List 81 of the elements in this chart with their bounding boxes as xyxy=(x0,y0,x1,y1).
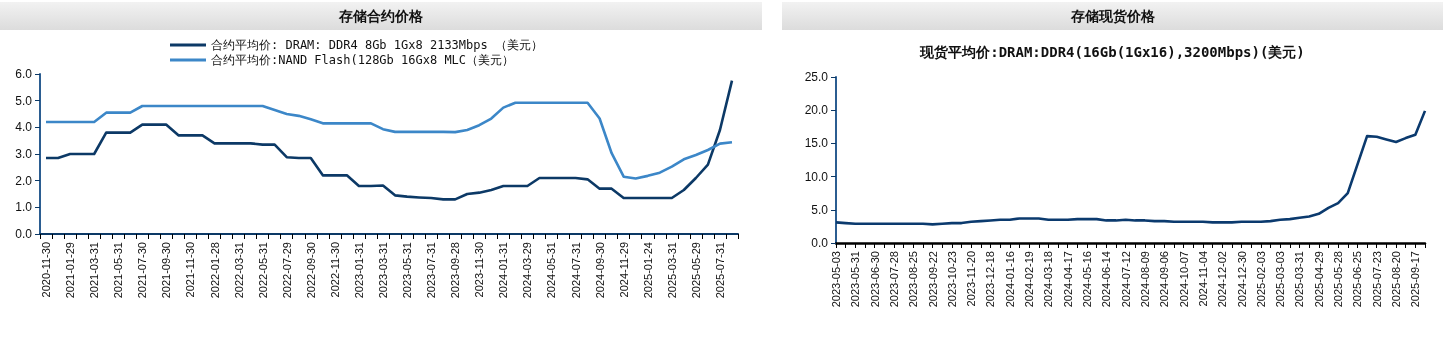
y-tick-label: 25.0 xyxy=(804,70,829,84)
y-tick-label: 2.0 xyxy=(15,173,33,188)
x-tick-label: 2025-05-29 xyxy=(689,242,702,299)
y-tick-label: 3.0 xyxy=(15,147,33,161)
x-tick-label: 2022-07-29 xyxy=(280,242,293,299)
x-tick-label: 2021-09-30 xyxy=(160,242,173,299)
x-tick-label: 2025-01-24 xyxy=(641,242,654,299)
x-tick-label: 2024-03-18 xyxy=(1042,251,1055,308)
line-series xyxy=(834,109,1427,226)
x-tick-label: 2024-02-19 xyxy=(1023,251,1036,308)
x-tick-label: 2024-10-07 xyxy=(1177,251,1190,308)
x-tick-label: 2024-09-06 xyxy=(1158,251,1171,308)
x-tick-label: 2024-03-29 xyxy=(521,242,534,299)
x-tick-label: 2022-03-31 xyxy=(232,242,245,299)
x-tick-label: 2023-03-31 xyxy=(376,242,389,299)
legend-label: 合约平均价: DRAM: DDR4 8Gb 1Gx8 2133Mbps （美元） xyxy=(211,38,543,52)
x-tick-label: 2022-01-28 xyxy=(208,242,221,299)
chart-title: 存储现货价格 xyxy=(782,2,1443,30)
x-tick-label: 2023-12-18 xyxy=(984,251,997,308)
x-tick-label: 2024-08-09 xyxy=(1138,251,1151,308)
x-tick-label: 2023-11-20 xyxy=(965,251,978,307)
chart-subtitle: 现货平均价:DRAM:DDR4(16Gb(1Gx16),3200Mbps)(美元) xyxy=(919,44,1305,60)
y-tick-label: 1.0 xyxy=(15,200,33,215)
x-tick-label: 2022-05-31 xyxy=(256,242,269,299)
y-tick-label: 0.0 xyxy=(811,236,829,250)
line-series xyxy=(44,101,734,180)
x-tick-label: 2025-08-20 xyxy=(1390,251,1403,308)
legend-label: 合约平均价:NAND Flash(128Gb 16Gx8 MLC（美元） xyxy=(211,53,515,67)
line-series xyxy=(44,79,734,201)
x-tick-label: 2025-03-31 xyxy=(1293,251,1306,308)
x-tick-label: 2025-03-03 xyxy=(1274,251,1287,308)
x-tick-label: 2021-01-29 xyxy=(64,242,77,299)
x-tick-label: 2024-01-16 xyxy=(1003,251,1016,308)
x-tick-label: 2024-12-30 xyxy=(1235,251,1248,308)
x-tick-label: 2023-11-30 xyxy=(473,242,486,298)
x-tick-label: 2022-09-30 xyxy=(304,242,317,299)
x-tick-label: 2024-05-31 xyxy=(545,242,558,299)
y-tick-label: 5.0 xyxy=(811,202,829,217)
x-tick-label: 2025-09-17 xyxy=(1409,251,1422,308)
x-tick-label: 2025-04-29 xyxy=(1312,251,1325,308)
x-tick-label: 2025-03-31 xyxy=(665,242,678,299)
x-tick-label: 2021-05-31 xyxy=(112,242,125,299)
x-tick-label: 2025-05-28 xyxy=(1332,251,1345,308)
x-tick-label: 2024-04-17 xyxy=(1061,251,1074,308)
x-tick-label: 2023-07-31 xyxy=(425,242,438,299)
x-tick-label: 2023-05-31 xyxy=(849,251,862,308)
x-tick-label: 2024-01-31 xyxy=(497,242,510,299)
x-tick-label: 2023-09-22 xyxy=(926,251,939,308)
y-tick-label: 4.0 xyxy=(15,120,33,135)
x-tick-label: 2023-09-28 xyxy=(449,242,462,299)
x-tick-label: 2024-09-30 xyxy=(593,242,606,299)
x-tick-label: 2025-07-23 xyxy=(1370,251,1383,308)
x-tick-label: 2025-02-03 xyxy=(1254,251,1267,308)
x-tick-label: 2024-11-29 xyxy=(617,242,630,298)
x-tick-label: 2024-05-16 xyxy=(1081,251,1094,308)
x-tick-label: 2021-07-30 xyxy=(136,242,149,299)
y-tick-label: 10.0 xyxy=(804,169,829,184)
y-tick-label: 5.0 xyxy=(15,93,33,108)
y-tick-label: 0.0 xyxy=(15,227,33,241)
x-tick-label: 2022-11-30 xyxy=(328,242,341,298)
x-tick-label: 2023-10-23 xyxy=(945,251,958,308)
x-tick-label: 2020-11-30 xyxy=(40,242,53,298)
chart-title: 存储合约价格 xyxy=(0,2,762,30)
x-tick-label: 2021-11-30 xyxy=(184,242,197,298)
x-tick-label: 2025-06-25 xyxy=(1351,251,1364,308)
x-tick-label: 2024-07-31 xyxy=(569,242,582,299)
y-tick-label: 6.0 xyxy=(15,67,33,81)
x-tick-label: 2024-07-12 xyxy=(1119,251,1132,308)
x-tick-label: 2024-06-14 xyxy=(1100,251,1113,308)
x-tick-label: 2023-07-28 xyxy=(887,251,900,308)
x-tick-label: 2021-03-31 xyxy=(88,242,101,299)
x-tick-label: 2025-07-31 xyxy=(713,242,726,299)
y-tick-label: 20.0 xyxy=(804,103,829,118)
x-tick-label: 2024-11-04 xyxy=(1196,251,1209,307)
x-tick-label: 2023-06-30 xyxy=(868,251,881,308)
x-tick-label: 2023-05-31 xyxy=(401,242,414,299)
x-tick-label: 2023-01-31 xyxy=(352,242,365,299)
x-tick-label: 2023-08-25 xyxy=(907,251,920,308)
x-tick-label: 2023-05-03 xyxy=(830,251,842,308)
x-tick-label: 2024-12-02 xyxy=(1216,251,1229,308)
y-tick-label: 15.0 xyxy=(804,136,829,151)
